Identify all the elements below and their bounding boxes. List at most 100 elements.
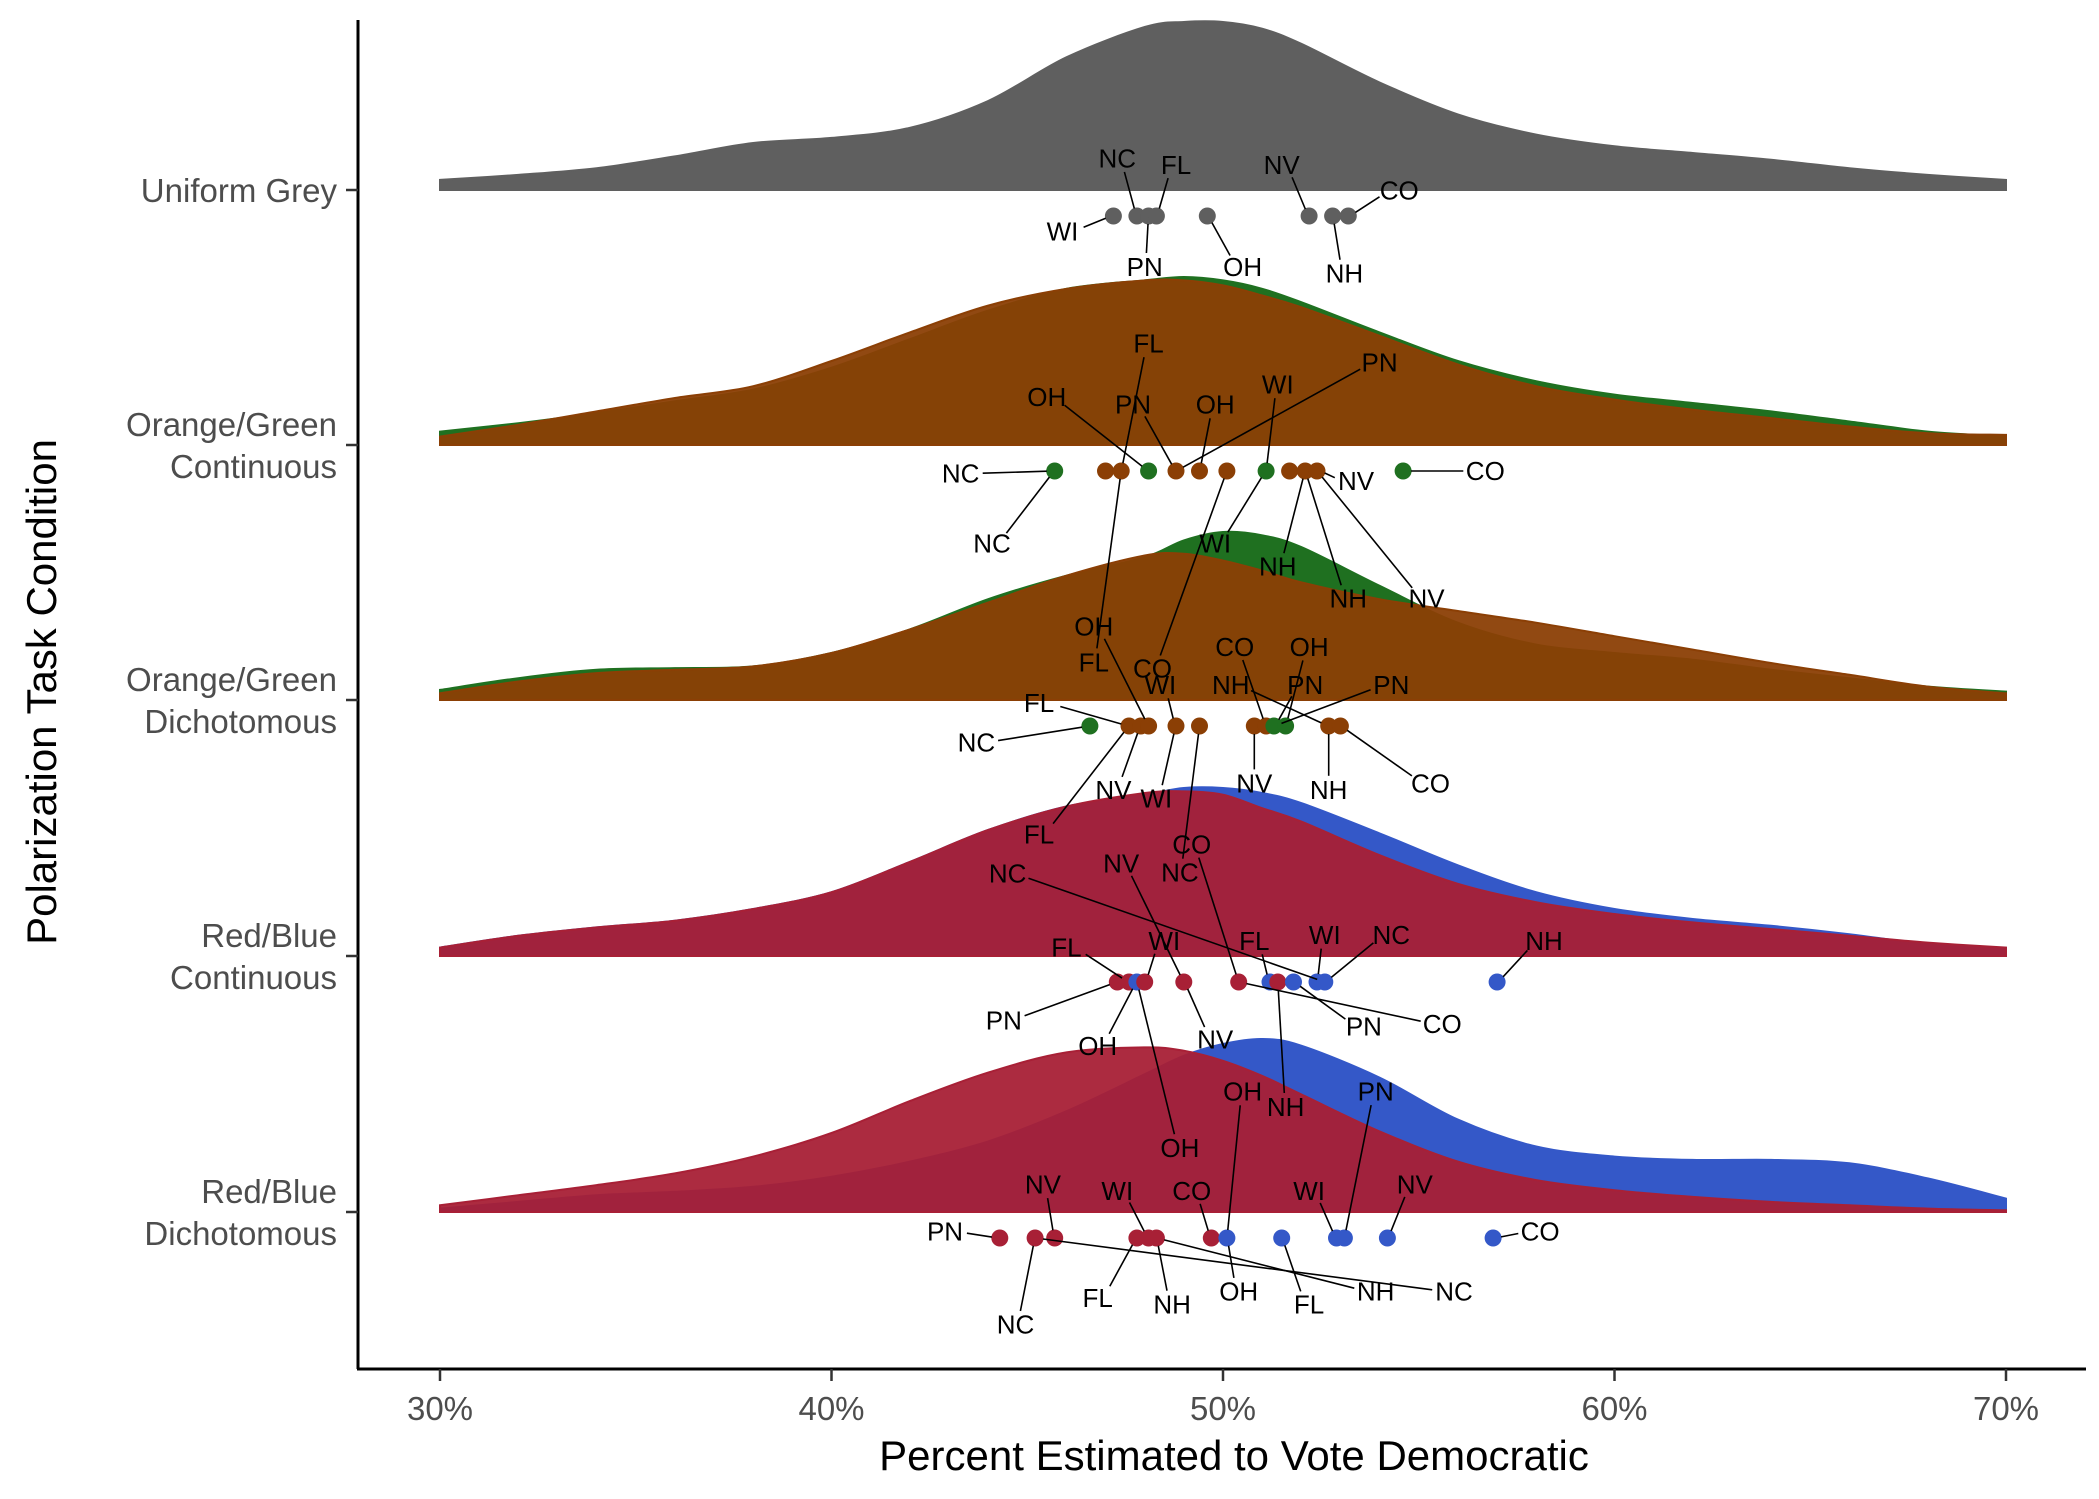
state-label: NH [1259,552,1297,582]
state-label: CO [1172,829,1211,859]
state-label: CO [1521,1217,1560,1247]
state-label: CO [1133,654,1172,684]
leader-line [1083,217,1107,229]
state-point-nc [1097,462,1114,480]
state-label: WI [1047,216,1079,246]
leader-line [1502,949,1528,978]
leader-line [1122,357,1145,464]
state-point-nv [1308,462,1326,480]
leader-line [1161,733,1175,786]
density-red-row-4 [439,790,2007,957]
state-label: PN [1358,1076,1394,1106]
state-label: OH [1219,1277,1258,1307]
leader-line [1064,404,1143,467]
leader-line [1333,223,1341,260]
leader-line [997,726,1083,742]
state-point-oh [1218,1229,1236,1247]
state-point-nv [1378,1229,1396,1247]
leader-line [1123,171,1136,209]
state-label: CO [1215,632,1254,662]
state-label: NC [997,1310,1035,1340]
state-label: PN [1346,1012,1382,1042]
state-point-fl [1120,717,1138,735]
state-label: NH [1153,1289,1191,1319]
state-point-oh [1140,462,1158,480]
state-label: PN [1373,670,1409,700]
leader-line [1319,1202,1334,1232]
leader-line [1284,1245,1302,1292]
state-label: CO [1466,456,1505,486]
state-label: NC [958,728,996,758]
state-point-nc [1191,717,1208,735]
state-label: FL [1051,933,1081,963]
leader-line [1242,659,1264,719]
leader-line [1261,954,1268,975]
x-tick-label: 50% [1190,1390,1256,1427]
leader-line [1145,223,1149,254]
leader-line [1354,196,1380,214]
state-label: WI [1141,784,1173,814]
leader-line [1277,989,1286,1094]
state-label: OH [1027,382,1066,412]
y-tick-label: Orange/Green [126,661,337,698]
state-label: PN [1127,252,1163,282]
x-tick-label: 40% [798,1390,864,1427]
leader-line [1246,982,1421,1022]
state-point-co [1218,462,1236,480]
x-tick-label: 60% [1581,1390,1647,1427]
state-point-co [1202,1229,1220,1247]
state-point-pn [1167,462,1185,480]
state-label: OH [1223,252,1262,282]
leader-line [1121,733,1139,778]
state-label: FL [1133,329,1163,359]
leader-line [1109,1244,1134,1287]
leader-line [1283,478,1304,554]
state-label: NC [1373,920,1411,950]
state-label: CO [1423,1009,1462,1039]
leader-line [1085,953,1123,979]
state-point-pn [1335,1229,1353,1247]
state-point-nh [1324,207,1342,225]
leader-line [1028,877,1318,981]
state-label: PN [986,1005,1022,1035]
leader-line [1299,985,1346,1020]
x-axis-title: Percent Estimated to Vote Democratic [879,1432,1589,1479]
leader-line [1211,222,1231,256]
leader-line [1096,478,1121,649]
state-point-nv [1046,1229,1064,1247]
y-tick-label: Continuous [170,959,337,996]
leader-line [1159,478,1225,656]
leader-line [1157,1245,1168,1291]
leader-line [1321,476,1413,589]
density-layer [439,20,2007,1213]
state-point-oh [1277,717,1295,735]
state-label: OH [1290,632,1329,662]
leader-line [1330,942,1374,979]
state-label: NV [1236,768,1273,798]
leader-line [1287,660,1304,719]
leader-line [1186,988,1206,1028]
state-point-fl [1147,207,1165,225]
state-label: NH [1267,1092,1305,1122]
leader-line [1345,1104,1372,1231]
leader-line [1167,698,1174,719]
leader-line [1281,689,1371,725]
leader-line [1291,176,1307,210]
state-point-oh [1191,462,1208,480]
state-label: NH [1326,258,1364,288]
leader-line [1227,477,1263,533]
state-label: FL [1083,1283,1113,1313]
state-label: NH [1212,670,1250,700]
state-label: WI [1101,1176,1133,1206]
points-layer [991,207,1506,1247]
leader-line [1164,1239,1355,1289]
leader-line [1227,1245,1235,1279]
state-point-nc [1081,717,1099,735]
x-tick-label: 30% [407,1390,473,1427]
y-tick-label: Uniform Grey [141,172,338,209]
y-tick-label: Continuous [170,448,337,485]
leader-line [1130,875,1181,976]
state-point-wi [1136,973,1154,991]
